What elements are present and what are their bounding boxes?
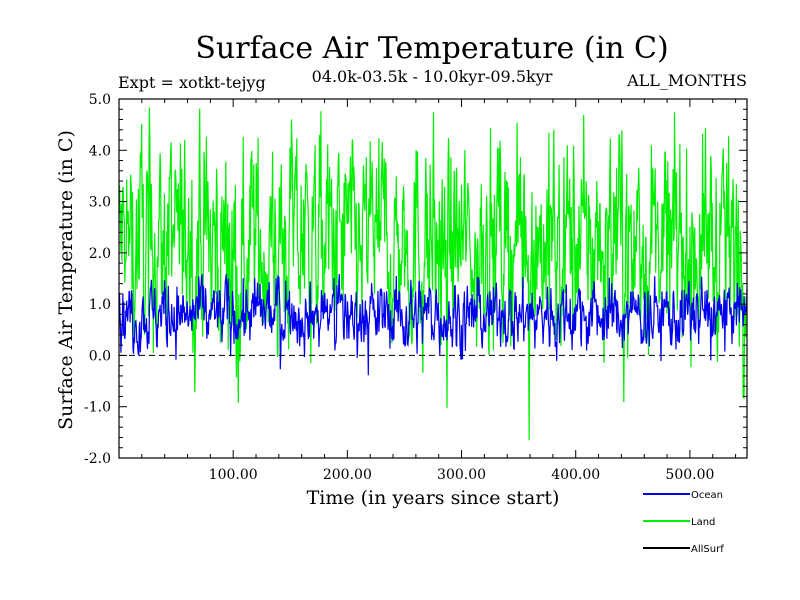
y-tick-label: 3.0 <box>89 195 111 211</box>
x-tick-label: 300.00 <box>437 467 486 483</box>
y-axis-label: Surface Air Temperature (in C) <box>55 130 77 430</box>
series-layer <box>118 107 748 441</box>
y-tick-label: 2.0 <box>89 246 111 262</box>
legend-label-ocean: Ocean <box>691 490 723 501</box>
chart-subtitle: 04.0k-03.5k - 10.0kyr-09.5kyr <box>312 67 553 86</box>
expt-label: Expt = xotkt-tejyg <box>118 73 266 92</box>
y-tick-label: 1.0 <box>89 297 111 313</box>
months-label: ALL_MONTHS <box>626 71 747 90</box>
y-tick-label: -1.0 <box>84 400 111 416</box>
y-tick-label: 5.0 <box>89 92 111 108</box>
y-tick-label: 0.0 <box>89 348 111 364</box>
series-line-ocean <box>118 273 748 376</box>
plot-frame <box>118 98 748 459</box>
legend-label-allsurf: AllSurf <box>691 544 724 555</box>
chart-title: Surface Air Temperature (in C) <box>195 31 668 66</box>
y-tick-label: -2.0 <box>84 451 111 467</box>
x-axis-label: Time (in years since start) <box>307 487 560 509</box>
legend: Ocean Land AllSurf <box>643 490 724 555</box>
x-tick-label: 500.00 <box>665 467 714 483</box>
ticks-layer: 100.00 200.00 300.00 400.00 500.00 -2.0 -1.0 0.… <box>84 92 747 483</box>
y-tick-label: 4.0 <box>89 143 111 159</box>
legend-label-land: Land <box>691 517 715 528</box>
series-line-land <box>118 107 748 441</box>
x-tick-label: 400.00 <box>551 467 600 483</box>
x-tick-label: 200.00 <box>323 467 372 483</box>
x-tick-label: 100.00 <box>209 467 258 483</box>
